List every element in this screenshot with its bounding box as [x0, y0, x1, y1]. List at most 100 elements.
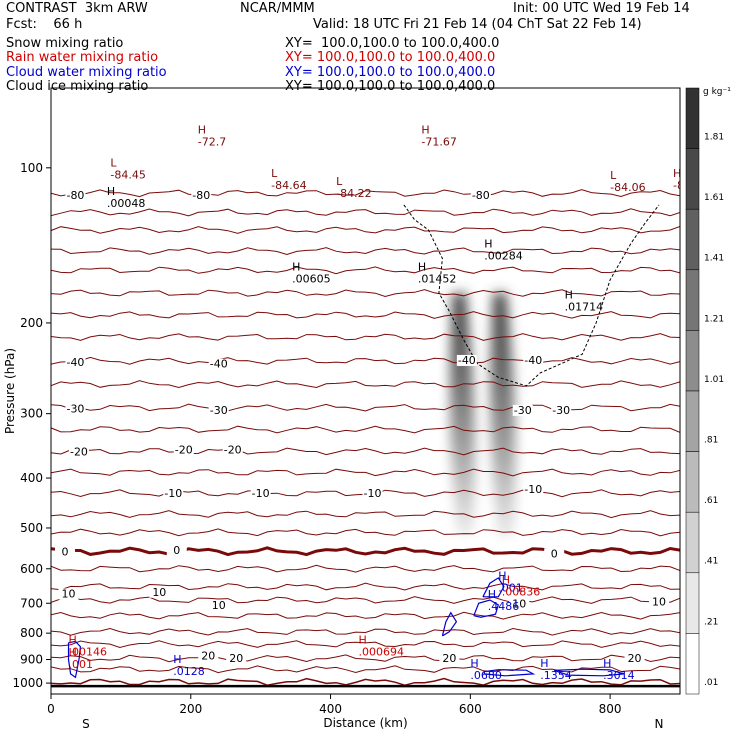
isotherm-line	[51, 654, 680, 663]
extremum-value: .00605	[292, 273, 331, 286]
extremum-mark: H	[107, 185, 115, 198]
isotherm-label-bg	[362, 488, 383, 500]
colorbar: 1.81 1.61 1.41 1.21 1.01 .81 .61 .41 .21 .01 g kg⁻…	[685, 87, 731, 695]
cloud-water-contour	[441, 611, 458, 637]
isotherm-label-bg	[58, 588, 79, 600]
colorbar-label: 1.41	[704, 254, 724, 264]
isotherm-label-bg	[222, 444, 243, 456]
field-ice-xy: XY= 100.0,100.0 to 100.0,400.0	[285, 79, 496, 94]
isotherm-label: 10	[212, 599, 226, 612]
isotherm-label: 10	[652, 596, 666, 609]
extremum-mark: H	[421, 124, 429, 137]
snow-shade-cell	[449, 377, 473, 397]
isotherm-label: -20	[70, 445, 88, 458]
isotherm-label-bg	[65, 403, 86, 415]
isotherm-line	[51, 403, 680, 412]
snow-shade-cell	[451, 309, 468, 329]
isotherm-label: 20	[229, 652, 243, 665]
isotherm-label-bg	[68, 446, 89, 458]
extremum-value: .01452	[418, 273, 457, 286]
isotherm-label: -10	[252, 487, 270, 500]
colorbar-segment	[685, 330, 700, 392]
x-tick-label: 0	[47, 702, 55, 716]
colorbar-segment	[685, 511, 700, 574]
x-axis-label: Distance (km)	[323, 716, 407, 730]
snow-shade-cell	[491, 344, 512, 364]
isotherm-label: -40	[524, 354, 542, 367]
x-tick-label: 600	[459, 702, 482, 716]
isotherm-label-bg	[439, 652, 460, 664]
snow-shade-cell	[450, 428, 475, 448]
extremum-value: -84.64	[271, 179, 306, 192]
isotherm-label: 20	[201, 650, 215, 663]
cloud-water-contour	[554, 668, 625, 677]
extremum-value: -84.45	[110, 168, 145, 181]
isotherm-line	[51, 380, 680, 389]
snow-shade-cell	[453, 479, 475, 499]
extremum-mark: H	[292, 261, 300, 274]
extremum-mark: H	[498, 570, 506, 583]
colorbar-label: 1.81	[704, 133, 724, 143]
field-ice-label: Cloud ice mixing ratio	[6, 79, 149, 94]
isotherm-line	[51, 247, 680, 256]
plot-area: -80 -80 -80 -40 -40 -40 -40 -30 -30 -30 -30 -20 -20 -…	[51, 124, 708, 688]
extremum-mark: H	[198, 124, 206, 137]
extremum-mark: L	[336, 175, 343, 188]
y-tick-label: 900	[20, 653, 43, 667]
extremum-value: .00146	[68, 645, 107, 658]
extremum-mark: H	[470, 657, 478, 670]
field-cloud-label: Cloud water mixing ratio	[6, 65, 167, 80]
extremum-mark: H	[68, 646, 76, 659]
isotherm-label: 10	[61, 587, 75, 600]
isotherm-label-bg	[208, 404, 229, 416]
field-snow-xy: XY= 100.0,100.0 to 100.0,400.0	[285, 36, 500, 51]
y-tick-label: 400	[20, 471, 43, 485]
isotherm-label: -20	[175, 443, 193, 456]
snow-shade-cell	[492, 293, 507, 313]
snow-shade-cell	[490, 395, 515, 415]
extremum-mark: H	[173, 653, 181, 666]
extremum-value: -82.27	[673, 179, 708, 192]
isotherm-label-bg	[624, 652, 645, 664]
snow-shade-cell	[494, 481, 515, 501]
y-tick-label: 200	[20, 316, 43, 330]
colorbar-segment	[685, 269, 700, 331]
isotherm-label-bg	[166, 545, 187, 557]
isotherm-label: -80	[472, 189, 490, 202]
field-cloud-xy: XY= 100.0,100.0 to 100.0,400.0	[285, 65, 496, 80]
colorbar-segment	[685, 572, 700, 634]
y-tick-label: 100	[20, 161, 43, 175]
extremum-value: .001	[498, 582, 523, 595]
isotherm-line	[51, 289, 680, 298]
extremum-value: .0680	[470, 669, 502, 682]
snow-shade-cell	[455, 496, 474, 516]
isotherm-line	[51, 677, 680, 686]
snow-shade-cell	[492, 446, 516, 467]
cloud-water-contour	[482, 577, 505, 598]
isotherm-line	[51, 564, 680, 573]
extremum-value: .000694	[359, 645, 405, 658]
cloud-water-contour	[483, 669, 536, 677]
extremum-value: .00284	[484, 250, 523, 263]
isotherm-label: -10	[164, 487, 182, 500]
isotherm-label-bg	[544, 548, 565, 560]
isotherm-label: -30	[514, 404, 532, 417]
isotherm-label-bg	[65, 356, 86, 368]
extremum-value: .4486	[488, 600, 520, 613]
colorbar-segment	[685, 451, 700, 513]
isotherm-label: 10	[512, 597, 526, 610]
colorbar-unit: g kg⁻¹	[703, 87, 731, 97]
y-tick-label: 500	[20, 521, 43, 535]
isotherm-label: -80	[66, 189, 84, 202]
extremum-value: -84.22	[336, 187, 371, 200]
extremum-value: .001	[68, 658, 93, 671]
y-tick-label: 1000	[12, 676, 43, 690]
colorbar-label: .21	[704, 617, 718, 627]
snow-shade-cell	[450, 411, 475, 431]
colorbar-label: .81	[704, 436, 718, 446]
snow-core-1	[490, 293, 516, 535]
isotherm-line	[51, 189, 680, 198]
extremum-mark: H	[502, 573, 510, 586]
isotherm-label: 20	[628, 652, 642, 665]
